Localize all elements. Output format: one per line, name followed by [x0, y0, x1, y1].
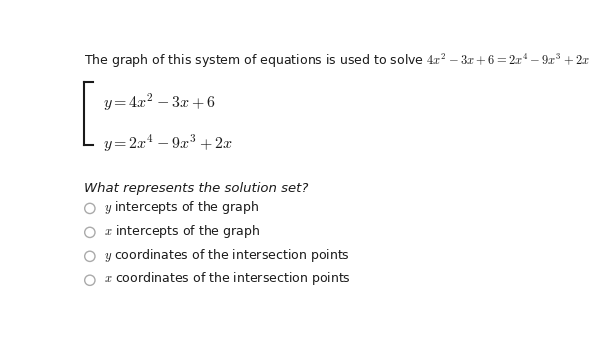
- Text: $y = 2x^4-9x^3+2x$: $y = 2x^4-9x^3+2x$: [103, 133, 233, 154]
- Text: $x$ intercepts of the graph: $x$ intercepts of the graph: [104, 222, 260, 240]
- Text: $y$ intercepts of the graph: $y$ intercepts of the graph: [104, 199, 259, 216]
- Text: $y = 4x^2-3x+6$: $y = 4x^2-3x+6$: [103, 91, 216, 113]
- Text: What represents the solution set?: What represents the solution set?: [84, 183, 308, 195]
- Text: The graph of this system of equations is used to solve $4x^2-3x+6 = 2x^4-9x^3+2x: The graph of this system of equations is…: [84, 52, 590, 70]
- Text: $y$ coordinates of the intersection points: $y$ coordinates of the intersection poin…: [104, 246, 350, 264]
- Text: $x$ coordinates of the intersection points: $x$ coordinates of the intersection poin…: [104, 270, 351, 287]
